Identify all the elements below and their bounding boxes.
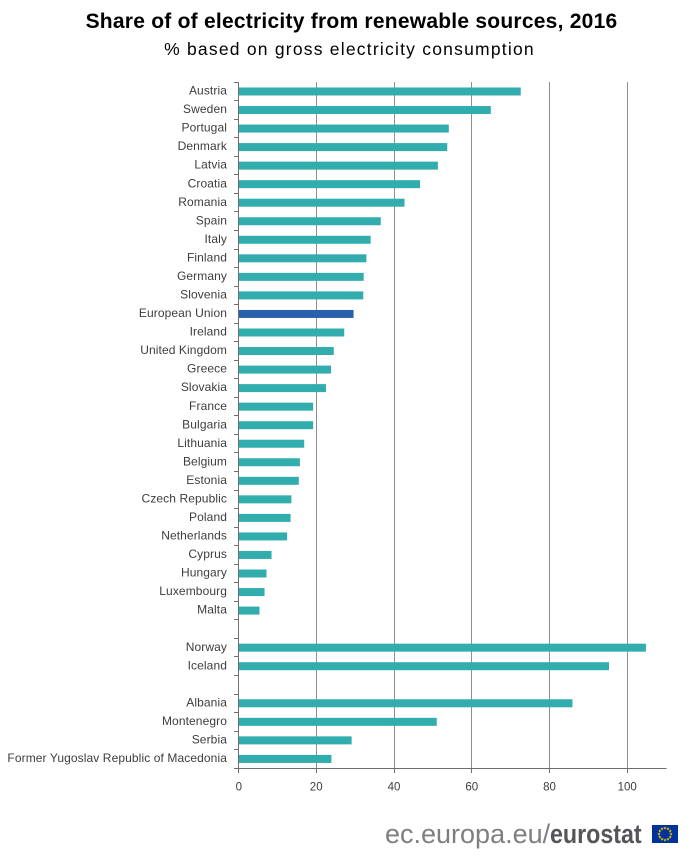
- svg-text:Bulgaria: Bulgaria: [182, 417, 227, 431]
- svg-text:100: 100: [618, 781, 637, 793]
- svg-text:Austria: Austria: [189, 84, 227, 98]
- svg-text:80: 80: [543, 781, 556, 793]
- svg-text:Italy: Italy: [204, 232, 227, 246]
- svg-text:Montenegro: Montenegro: [162, 714, 227, 728]
- svg-text:Netherlands: Netherlands: [161, 529, 227, 543]
- svg-text:Sweden: Sweden: [183, 102, 227, 116]
- svg-text:40: 40: [388, 781, 401, 793]
- svg-text:Lithuania: Lithuania: [177, 436, 227, 450]
- svg-text:Czech Republic: Czech Republic: [142, 491, 227, 505]
- svg-text:Greece: Greece: [187, 362, 227, 376]
- svg-text:Former Yugoslav Republic of Ma: Former Yugoslav Republic of Macedonia: [7, 751, 227, 765]
- svg-text:Germany: Germany: [177, 269, 227, 283]
- svg-text:European Union: European Union: [139, 306, 227, 320]
- svg-text:United Kingdom: United Kingdom: [140, 343, 227, 357]
- svg-text:Estonia: Estonia: [186, 473, 227, 487]
- svg-text:Serbia: Serbia: [192, 732, 228, 746]
- svg-text:Cyprus: Cyprus: [188, 547, 227, 561]
- svg-text:Slovenia: Slovenia: [180, 288, 227, 302]
- svg-text:Iceland: Iceland: [188, 658, 227, 672]
- svg-text:Belgium: Belgium: [183, 454, 227, 468]
- svg-text:Spain: Spain: [196, 213, 227, 227]
- svg-text:60: 60: [465, 781, 478, 793]
- svg-text:Luxembourg: Luxembourg: [159, 584, 227, 598]
- svg-text:0: 0: [236, 781, 242, 793]
- svg-text:Latvia: Latvia: [194, 158, 227, 172]
- svg-text:Hungary: Hungary: [181, 566, 227, 580]
- svg-text:Norway: Norway: [186, 640, 227, 654]
- svg-text:Croatia: Croatia: [188, 176, 228, 190]
- svg-text:20: 20: [310, 781, 323, 793]
- svg-text:Malta: Malta: [197, 603, 227, 617]
- svg-text:Romania: Romania: [178, 195, 227, 209]
- svg-text:France: France: [189, 399, 227, 413]
- svg-text:Slovakia: Slovakia: [181, 380, 227, 394]
- svg-text:Finland: Finland: [187, 250, 227, 264]
- svg-text:Denmark: Denmark: [178, 139, 228, 153]
- svg-text:Poland: Poland: [189, 510, 227, 524]
- svg-text:Portugal: Portugal: [182, 121, 228, 135]
- svg-text:Ireland: Ireland: [190, 325, 227, 339]
- svg-text:Albania: Albania: [186, 695, 227, 709]
